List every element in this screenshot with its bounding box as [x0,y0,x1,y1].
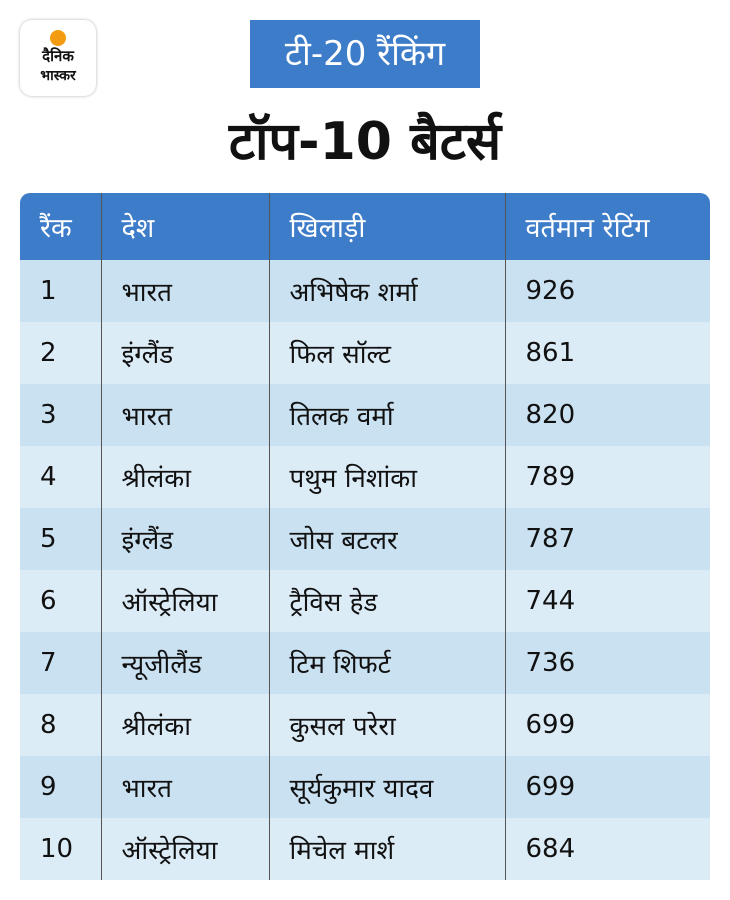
table-row: 1 भारत अभिषेक शर्मा 926 [20,260,710,322]
table-cell: ट्रैविस हेड [268,570,505,632]
table-row: 3 भारत तिलक वर्मा 820 [20,384,710,446]
table-cell: सूर्यकुमार यादव [268,756,505,818]
table-cell: 699 [504,756,710,818]
table-cell: भारत [100,384,269,446]
table-body: 1 भारत अभिषेक शर्मा 926 2 इंग्लैंड फिल सॉल्ट 86… [20,260,710,880]
logo-text: दैनिक [42,47,74,65]
header-cell: देश [100,193,269,260]
title: टॉप-10 बैटर्स [228,112,502,172]
table-row: 4 श्रीलंका पथुम निशांका 789 [20,446,710,508]
logo-dot [50,30,66,46]
logo-text: भास्कर [40,68,76,84]
logo: दैनिक भास्कर [20,20,96,96]
table-cell: 9 [20,756,101,818]
ranking-table: रैंक देश खिलाड़ी वर्तमान रेटिंग 1 भारत अभिषेक… [20,193,710,880]
table-cell: 861 [504,322,710,384]
header-row: रैंक देश खिलाड़ी वर्तमान रेटिंग [20,193,710,260]
table-cell: पथुम निशांका [268,446,505,508]
table-cell: इंग्लैंड [100,322,269,384]
header-cell: वर्तमान रेटिंग [504,193,710,260]
table-cell: 7 [20,632,101,694]
table-cell: श्रीलंका [100,694,269,756]
table-cell: श्रीलंका [100,446,269,508]
table-row: 9 भारत सूर्यकुमार यादव 699 [20,756,710,818]
table-cell: 684 [504,818,710,880]
table-cell: टिम शिफर्ट [268,632,505,694]
table-cell: अभिषेक शर्मा [268,260,505,322]
table-cell: 699 [504,694,710,756]
table-cell: 820 [504,384,710,446]
badge: टी-20 रैंकिंग [250,20,480,88]
table-cell: 2 [20,322,101,384]
table-cell: 787 [504,508,710,570]
table-row: 6 ऑस्ट्रेलिया ट्रैविस हेड 744 [20,570,710,632]
table-cell: मिचेल मार्श [268,818,505,880]
table-cell: ऑस्ट्रेलिया [100,818,269,880]
table-cell: न्यूजीलैंड [100,632,269,694]
table-row: 8 श्रीलंका कुसल परेरा 699 [20,694,710,756]
table-row: 7 न्यूजीलैंड टिम शिफर्ट 736 [20,632,710,694]
table-cell: जोस बटलर [268,508,505,570]
table-cell: 926 [504,260,710,322]
table-cell: कुसल परेरा [268,694,505,756]
table-cell: 8 [20,694,101,756]
table-cell: 3 [20,384,101,446]
table-row: 5 इंग्लैंड जोस बटलर 787 [20,508,710,570]
table-cell: भारत [100,756,269,818]
table-cell: 6 [20,570,101,632]
table-row: 10 ऑस्ट्रेलिया मिचेल मार्श 684 [20,818,710,880]
table-cell: भारत [100,260,269,322]
table-cell: 736 [504,632,710,694]
table-cell: तिलक वर्मा [268,384,505,446]
header-cell: खिलाड़ी [268,193,505,260]
table-cell: 744 [504,570,710,632]
table-cell: 1 [20,260,101,322]
table-cell: फिल सॉल्ट [268,322,505,384]
table-cell: इंग्लैंड [100,508,269,570]
table-cell: 789 [504,446,710,508]
table-cell: 10 [20,818,101,880]
table-cell: 4 [20,446,101,508]
table-cell: 5 [20,508,101,570]
header-cell: रैंक [20,193,101,260]
table-row: 2 इंग्लैंड फिल सॉल्ट 861 [20,322,710,384]
table-cell: ऑस्ट्रेलिया [100,570,269,632]
